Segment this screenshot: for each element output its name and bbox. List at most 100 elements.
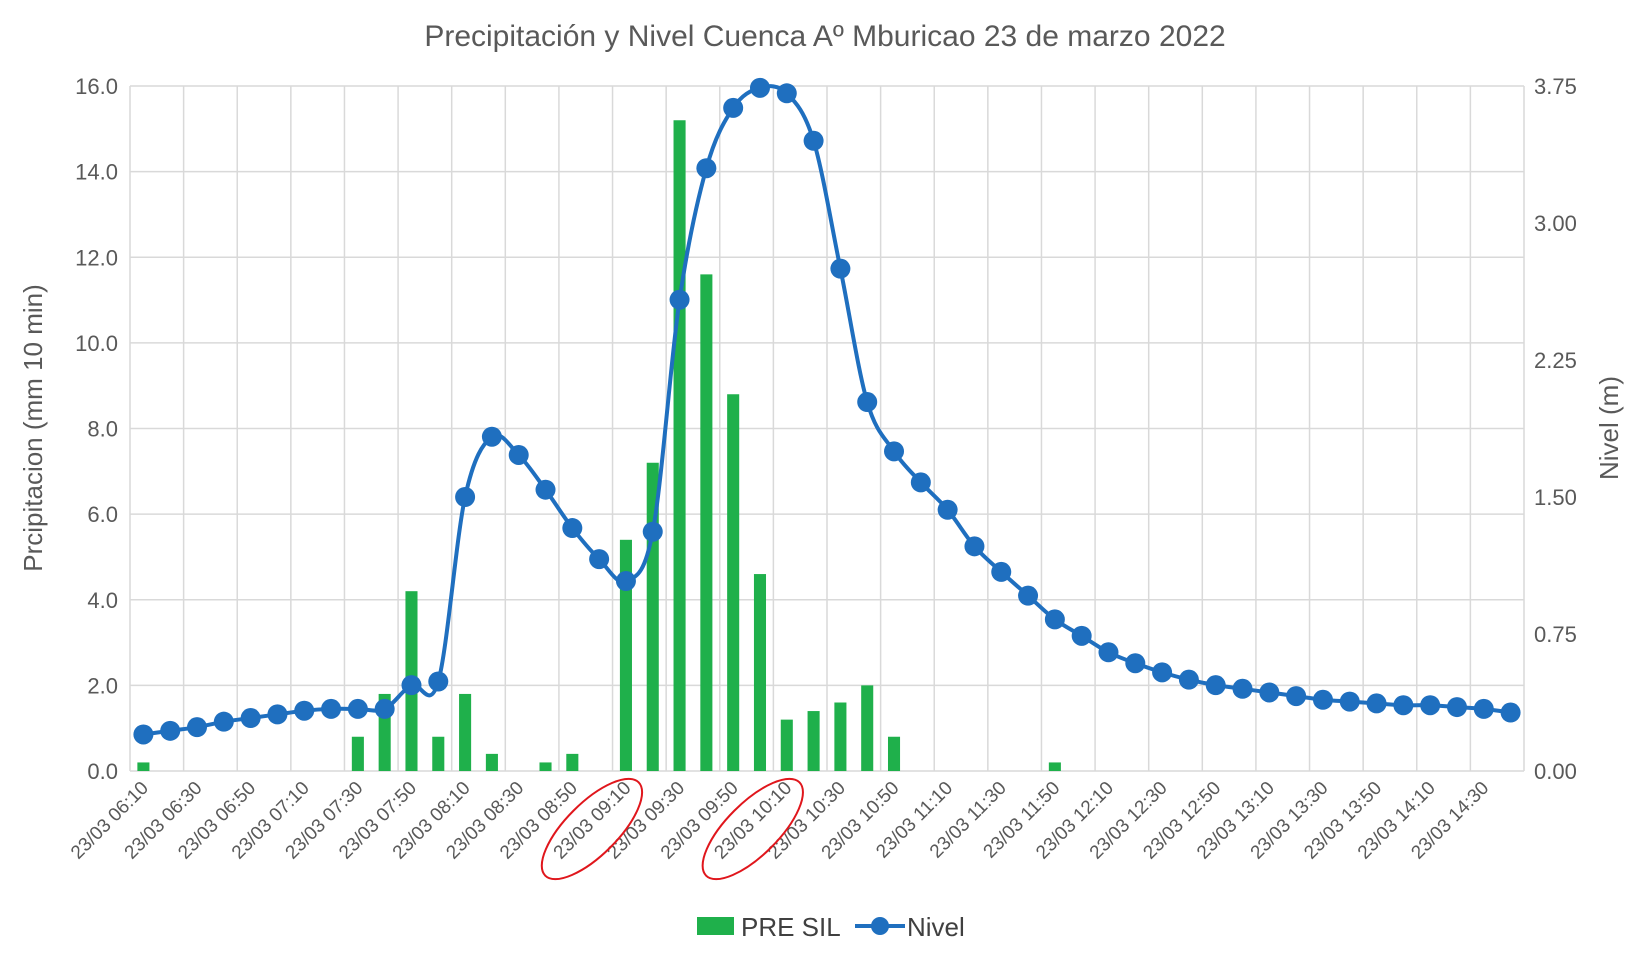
point-nivel <box>133 724 154 745</box>
legend: PRE SIL Nivel <box>697 912 965 942</box>
bar-pre-sil <box>137 762 150 771</box>
point-nivel <box>642 521 663 542</box>
gridlines <box>129 85 1525 772</box>
bar-pre-sil <box>459 693 472 771</box>
right-tick-label: 0.75 <box>1534 622 1577 647</box>
point-nivel <box>1125 653 1146 674</box>
point-nivel <box>374 698 395 719</box>
point-nivel <box>1259 682 1280 703</box>
left-axis-ticks: 0.0 2.0 4.0 6.0 8.0 10.0 12.0 14.0 16.0 <box>75 74 118 784</box>
annotation-ellipse <box>701 777 804 881</box>
point-nivel <box>964 536 985 557</box>
point-nivel <box>1393 695 1414 716</box>
left-tick-label: 12.0 <box>75 245 118 270</box>
point-nivel <box>1018 585 1039 606</box>
bar-pre-sil <box>887 736 901 771</box>
bar-pre-sil <box>351 736 364 771</box>
y-axis-left-title: Prcipitacion (mm 10 min) <box>18 284 48 572</box>
legend-marker-nivel <box>871 917 889 935</box>
point-nivel <box>481 426 502 447</box>
point-nivel <box>1420 695 1441 716</box>
point-nivel <box>428 671 449 692</box>
annotation-ellipse <box>540 777 644 881</box>
point-nivel <box>723 97 744 118</box>
point-nivel <box>562 518 583 539</box>
bar-pre-sil <box>780 719 793 771</box>
point-nivel <box>991 561 1012 582</box>
point-nivel <box>347 698 368 719</box>
legend-label-nivel: Nivel <box>907 912 965 942</box>
point-nivel <box>455 487 476 507</box>
point-nivel <box>535 479 556 500</box>
point-nivel <box>857 392 878 413</box>
right-tick-label: 3.00 <box>1534 211 1577 236</box>
point-nivel <box>696 158 717 179</box>
point-nivel <box>160 720 181 741</box>
point-nivel <box>294 700 315 721</box>
point-nivel <box>749 77 770 98</box>
precipitation-bars <box>137 120 1061 771</box>
point-nivel <box>187 717 208 738</box>
point-nivel <box>776 83 797 104</box>
chart-title: Precipitación y Nivel Cuenca Aº Mburicao… <box>424 20 1225 53</box>
point-nivel <box>1232 678 1253 699</box>
point-nivel <box>1205 675 1226 696</box>
legend-swatch-pre-sil <box>697 917 734 935</box>
right-axis-ticks: 0.00 0.75 1.50 2.25 3.00 3.75 <box>1534 74 1577 784</box>
left-tick-label: 6.0 <box>87 502 118 527</box>
point-nivel <box>1312 689 1333 710</box>
point-nivel <box>937 499 958 520</box>
point-nivel <box>321 698 342 719</box>
legend-label-pre-sil: PRE SIL <box>741 912 841 942</box>
point-nivel <box>910 472 931 493</box>
right-tick-label: 2.25 <box>1534 348 1577 373</box>
bar-pre-sil <box>566 753 579 771</box>
point-nivel <box>1286 686 1307 707</box>
right-tick-label: 1.50 <box>1534 485 1577 510</box>
left-tick-label: 4.0 <box>87 588 118 613</box>
level-line <box>133 77 1521 745</box>
annotation-ellipses <box>540 777 804 881</box>
point-nivel <box>1473 698 1494 719</box>
bar-pre-sil <box>485 753 498 771</box>
point-nivel <box>669 289 690 310</box>
point-nivel <box>803 130 824 151</box>
point-nivel <box>1500 702 1521 723</box>
y-axis-right-title: Nivel (m) <box>1594 376 1624 480</box>
bar-pre-sil <box>700 274 713 771</box>
bar-pre-sil <box>861 685 874 771</box>
left-tick-label: 0.0 <box>87 759 118 784</box>
point-nivel <box>1366 693 1387 714</box>
point-nivel <box>401 675 422 696</box>
left-tick-label: 10.0 <box>75 331 118 356</box>
bar-pre-sil <box>619 539 632 771</box>
bar-pre-sil <box>753 574 767 771</box>
point-nivel <box>267 704 288 725</box>
left-tick-label: 16.0 <box>75 74 118 99</box>
left-tick-label: 2.0 <box>87 673 118 698</box>
right-tick-label: 0.00 <box>1534 759 1577 784</box>
point-nivel <box>1446 697 1467 718</box>
point-nivel <box>615 571 636 592</box>
point-nivel <box>1098 642 1119 663</box>
point-nivel <box>213 711 234 732</box>
bar-pre-sil <box>539 762 552 771</box>
point-nivel <box>508 444 529 465</box>
right-tick-label: 3.75 <box>1534 74 1577 99</box>
bar-pre-sil <box>673 120 686 771</box>
left-tick-label: 8.0 <box>87 417 118 442</box>
point-nivel <box>1178 669 1199 690</box>
left-tick-label: 14.0 <box>75 160 118 185</box>
bar-pre-sil <box>834 702 847 771</box>
point-nivel <box>830 258 851 279</box>
point-nivel <box>1339 691 1360 712</box>
bar-pre-sil <box>807 711 820 771</box>
point-nivel <box>1071 625 1092 646</box>
point-nivel <box>1044 609 1065 630</box>
point-nivel <box>884 441 905 462</box>
bar-pre-sil <box>1048 762 1061 771</box>
point-nivel <box>240 708 261 729</box>
